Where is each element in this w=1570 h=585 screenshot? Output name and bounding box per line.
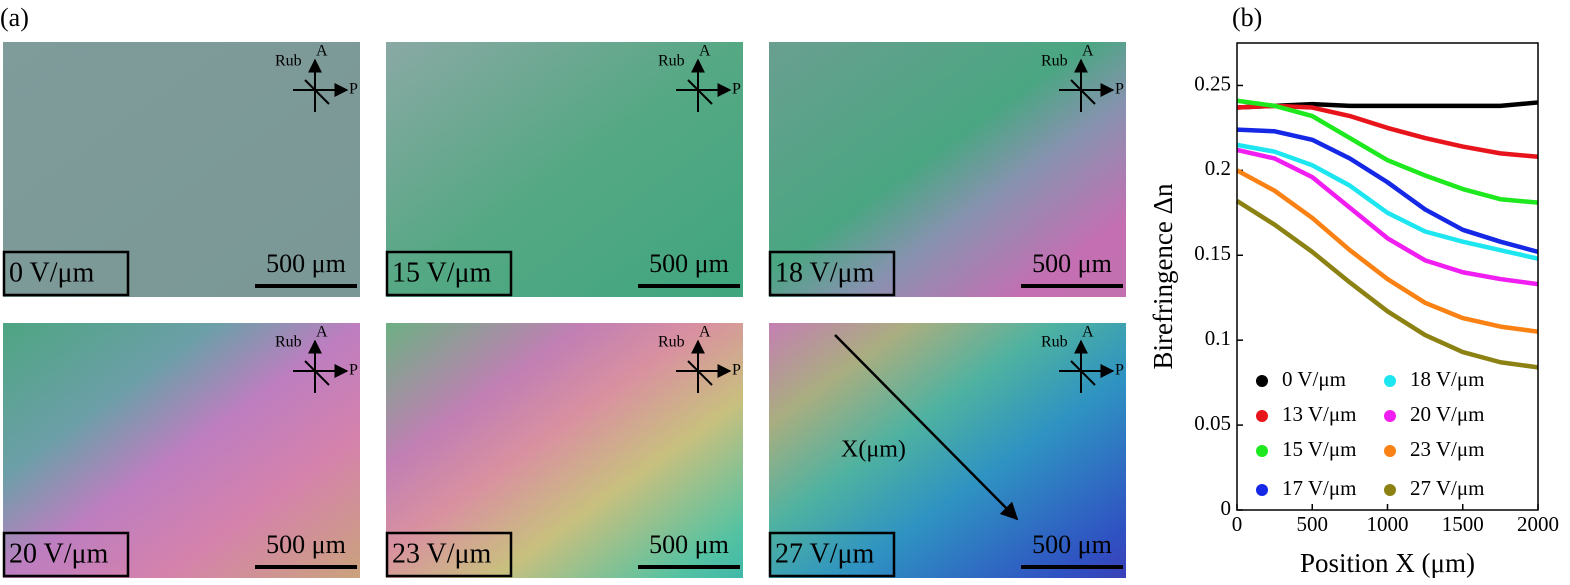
arrow-label: X(μm) xyxy=(841,437,906,463)
rub-direction xyxy=(1070,79,1096,105)
field-label-box xyxy=(385,250,513,297)
rub-label: Rub xyxy=(1041,53,1068,70)
y-tick-label: 0.15 xyxy=(1194,241,1231,265)
analyzer-label: A xyxy=(699,43,711,60)
legend-label: 23 V/μm xyxy=(1410,437,1484,461)
micrograph-image xyxy=(3,323,360,578)
scale-label: 500 μm xyxy=(1032,530,1112,559)
panel-label: (a) xyxy=(0,3,29,32)
analyzer-label: A xyxy=(316,43,328,60)
analyzer-label: A xyxy=(1082,43,1094,60)
scale-label: 500 μm xyxy=(266,530,346,559)
field-label: 18 V/μm xyxy=(775,257,875,288)
rub-label: Rub xyxy=(275,53,302,70)
legend-label: 15 V/μm xyxy=(1282,437,1356,461)
legend-marker xyxy=(1256,375,1268,387)
series-line xyxy=(1236,98,1539,205)
micrograph-image xyxy=(769,42,1126,297)
scale-label: 500 μm xyxy=(649,249,729,278)
polarizer-label: P xyxy=(732,81,741,98)
y-axis-label: Birefringence Δn xyxy=(1148,183,1178,370)
legend-label: 13 V/μm xyxy=(1282,402,1356,426)
rub-label: Rub xyxy=(658,334,685,351)
field-label-box xyxy=(768,250,896,297)
x-tick-label: 2000 xyxy=(1517,512,1559,536)
micrograph: Rub A P 15 V/μm 500 μm xyxy=(385,42,743,297)
legend-marker xyxy=(1384,445,1396,457)
field-label: 27 V/μm xyxy=(775,538,875,569)
analyzer-label: A xyxy=(1082,324,1094,341)
scale-label: 500 μm xyxy=(266,249,346,278)
micrograph: Rub A P 18 V/μm 500 μm xyxy=(768,42,1126,297)
y-tick-label: 0.05 xyxy=(1194,411,1231,435)
field-label-box xyxy=(2,250,130,297)
y-tick-label: 0.25 xyxy=(1194,71,1231,95)
x-tick-label: 500 xyxy=(1297,512,1329,536)
polarizer-label: P xyxy=(349,362,358,379)
series-line xyxy=(1235,168,1539,334)
series-line xyxy=(1235,199,1539,370)
micrograph: Rub A P 23 V/μm 500 μm xyxy=(385,323,743,578)
scale-label: 500 μm xyxy=(649,530,729,559)
rub-label: Rub xyxy=(275,334,302,351)
micrograph: Rub A P 20 V/μm 500 μm xyxy=(2,323,360,578)
x-tick-label: 0 xyxy=(1232,512,1243,536)
legend-marker xyxy=(1256,484,1268,496)
x-axis-label: Position X (μm) xyxy=(1300,548,1475,578)
legend-label: 18 V/μm xyxy=(1410,367,1484,391)
y-tick-label: 0.1 xyxy=(1205,326,1231,350)
x-tick-label: 1000 xyxy=(1367,512,1409,536)
legend-marker xyxy=(1384,375,1396,387)
rub-direction xyxy=(1070,360,1096,386)
rub-direction xyxy=(687,79,713,105)
polarizer-label: P xyxy=(349,81,358,98)
series-line xyxy=(1236,103,1539,160)
analyzer-label: A xyxy=(316,324,328,341)
position-arrow xyxy=(834,334,1019,521)
field-label-box xyxy=(768,531,896,578)
micrograph-image xyxy=(3,42,360,297)
plot-frame xyxy=(1236,42,1539,511)
polarizer-label: P xyxy=(1115,362,1124,379)
rub-direction xyxy=(304,79,330,105)
y-tick-label: 0.2 xyxy=(1205,156,1231,180)
legend-marker xyxy=(1384,484,1396,496)
rub-direction xyxy=(304,360,330,386)
field-label: 0 V/μm xyxy=(9,257,95,288)
field-label: 15 V/μm xyxy=(392,257,492,288)
polarizer-label: P xyxy=(732,362,741,379)
legend-label: 17 V/μm xyxy=(1282,476,1356,500)
micrograph: Rub A P 27 V/μm 500 μm X(μm) xyxy=(768,323,1126,578)
field-label: 23 V/μm xyxy=(392,538,492,569)
x-tick-label: 1500 xyxy=(1442,512,1484,536)
panel-label: (b) xyxy=(1232,3,1262,32)
series-line xyxy=(1236,142,1539,261)
polarizer-label: P xyxy=(1115,81,1124,98)
legend-marker xyxy=(1384,410,1396,422)
series-line xyxy=(1236,147,1539,287)
field-label-box xyxy=(385,531,513,578)
rub-label: Rub xyxy=(658,53,685,70)
legend-marker xyxy=(1256,445,1268,457)
legend-marker xyxy=(1256,410,1268,422)
legend-label: 20 V/μm xyxy=(1410,402,1484,426)
field-label: 20 V/μm xyxy=(9,538,109,569)
rub-direction xyxy=(687,360,713,386)
y-tick-label: 0 xyxy=(1221,496,1232,520)
legend-label: 27 V/μm xyxy=(1410,476,1484,500)
rub-label: Rub xyxy=(1041,334,1068,351)
analyzer-label: A xyxy=(699,324,711,341)
field-label-box xyxy=(2,531,130,578)
scale-label: 500 μm xyxy=(1032,249,1112,278)
micrograph-image xyxy=(386,323,743,578)
micrograph: Rub A P 0 V/μm 500 μm xyxy=(2,42,360,297)
series-line xyxy=(1236,127,1539,255)
micrograph-image xyxy=(386,42,743,297)
legend-label: 0 V/μm xyxy=(1282,367,1346,391)
